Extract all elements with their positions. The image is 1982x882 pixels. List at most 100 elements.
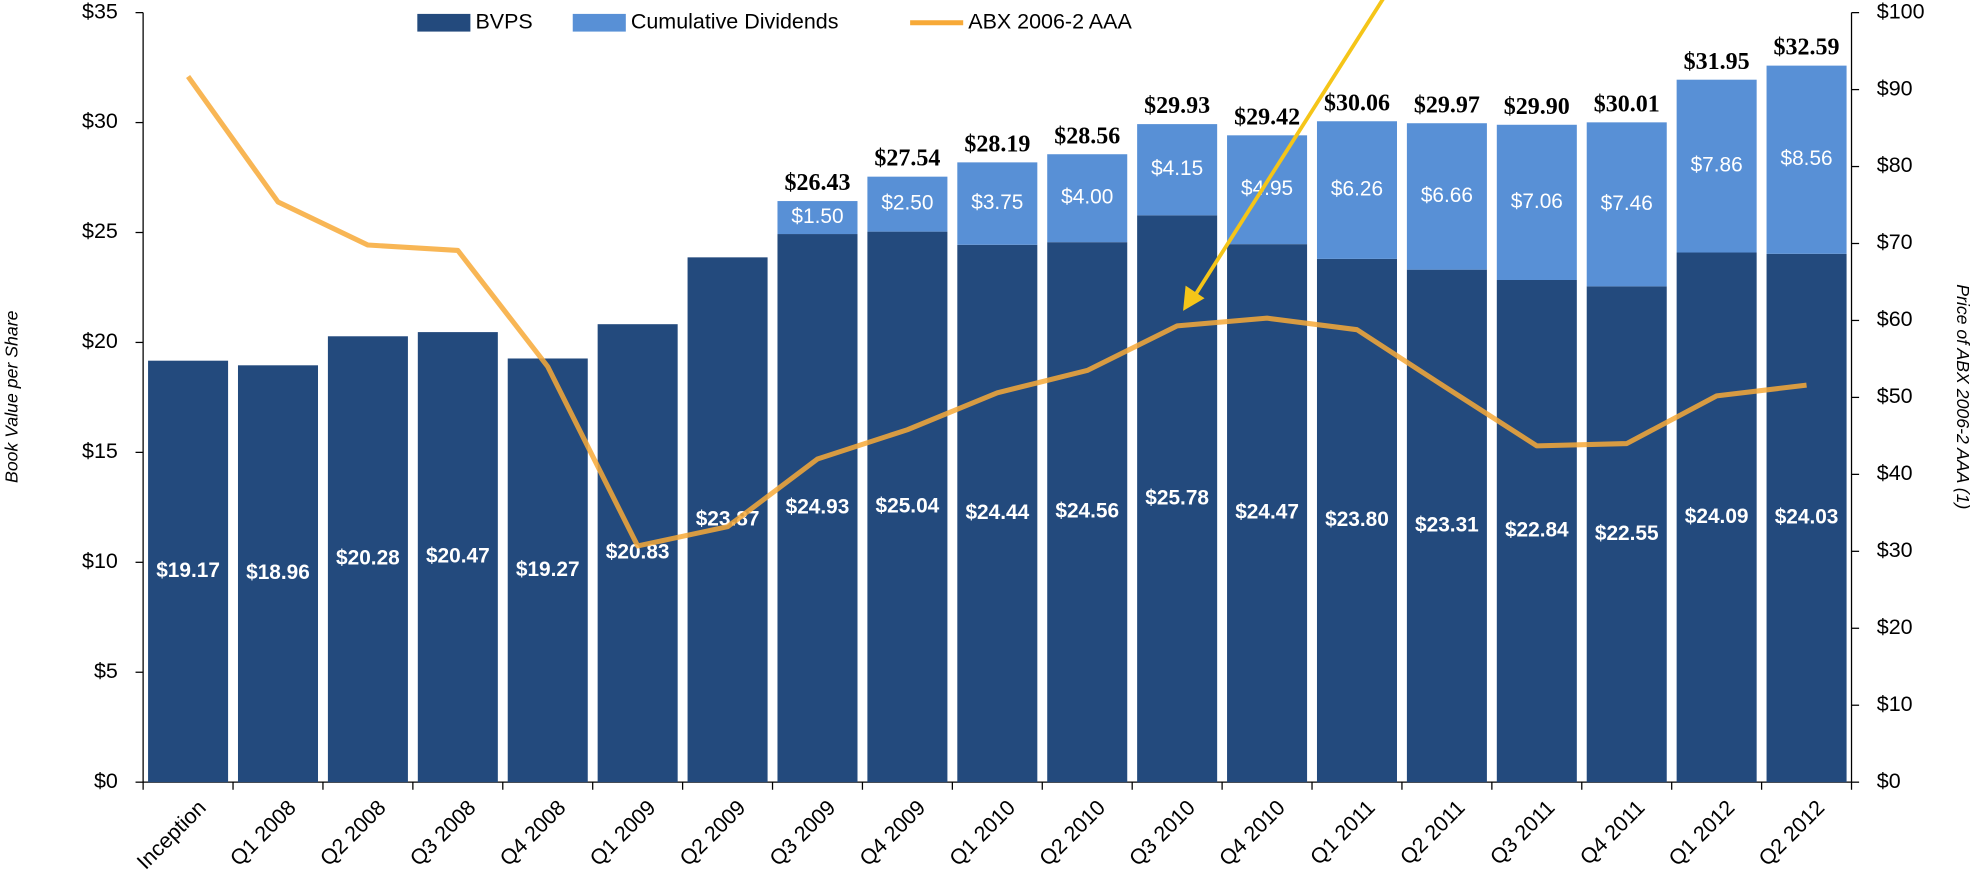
segment-label: $2.50 xyxy=(881,192,933,215)
segment-label: $24.09 xyxy=(1685,505,1749,528)
total-label: $28.56 xyxy=(1054,123,1120,149)
segment-label: $7.06 xyxy=(1511,190,1563,213)
y2-tick-label: $0 xyxy=(1877,769,1901,793)
bar-segment xyxy=(1766,65,1847,254)
bar-segment xyxy=(1047,154,1128,243)
total-label: $29.93 xyxy=(1144,93,1210,119)
annotation-arrowhead xyxy=(1183,285,1205,311)
segment-label: $20.47 xyxy=(426,545,490,568)
y-tick-label: $20 xyxy=(82,329,118,353)
segment-label: $23.31 xyxy=(1415,513,1479,536)
segment-label: $4.95 xyxy=(1241,177,1293,200)
segment-label: $22.55 xyxy=(1595,522,1659,545)
bar-segment xyxy=(1316,121,1397,259)
bar-segment xyxy=(597,324,678,783)
segment-label: $25.04 xyxy=(876,494,940,517)
segment-label: $20.28 xyxy=(336,547,400,570)
y-axis-title: Book Value per Share xyxy=(2,310,22,483)
x-tick-label: Q3 2010 xyxy=(1125,795,1200,870)
segment-label: $24.47 xyxy=(1235,501,1299,524)
segment-label: $6.66 xyxy=(1421,184,1473,207)
segment-label: $18.96 xyxy=(246,561,310,584)
segment-label: $24.44 xyxy=(965,501,1029,524)
bar-segment xyxy=(1047,242,1128,783)
total-label: $29.90 xyxy=(1504,94,1570,120)
total-label: $30.01 xyxy=(1594,91,1660,117)
y-tick-label: $0 xyxy=(94,769,118,793)
bar-segment xyxy=(1227,244,1308,783)
x-tick-label: Q4 2008 xyxy=(495,795,570,870)
total-label: $29.97 xyxy=(1414,92,1480,118)
segment-label: $22.84 xyxy=(1505,519,1569,542)
segment-label: $4.15 xyxy=(1151,157,1203,180)
bar-segment xyxy=(327,336,408,783)
y2-tick-label: $50 xyxy=(1877,384,1913,408)
annotation-arrow xyxy=(1191,0,1385,300)
y-tick-label: $10 xyxy=(82,549,118,573)
x-tick-label: Q2 2012 xyxy=(1754,795,1829,870)
y2-tick-label: $60 xyxy=(1877,307,1913,331)
x-tick-label: Q1 2012 xyxy=(1664,795,1739,870)
x-tick-label: Q3 2009 xyxy=(765,795,840,870)
segment-label: $8.56 xyxy=(1780,147,1832,170)
x-tick-label: Q3 2011 xyxy=(1485,795,1559,869)
bar-segment xyxy=(777,234,858,783)
y2-tick-label: $10 xyxy=(1877,692,1913,716)
x-tick-label: Q4 2011 xyxy=(1575,795,1649,869)
segment-label: $7.46 xyxy=(1601,192,1653,215)
x-tick-label: Q2 2008 xyxy=(315,795,390,870)
x-tick-label: Q4 2010 xyxy=(1215,795,1290,870)
x-tick-label: Q4 2009 xyxy=(855,795,930,870)
legend-swatch xyxy=(572,13,626,32)
total-label: $30.06 xyxy=(1324,90,1390,116)
bar-segment xyxy=(867,231,948,783)
bar-segment xyxy=(1137,215,1218,783)
bar-segment xyxy=(1406,269,1487,783)
total-label: $31.95 xyxy=(1684,49,1750,75)
bar-segment xyxy=(1496,279,1577,783)
bar-segment xyxy=(957,244,1038,783)
segment-label: $24.56 xyxy=(1055,500,1119,523)
x-tick-label: Q1 2009 xyxy=(585,795,660,870)
segment-label: $3.75 xyxy=(971,191,1023,214)
bar-segment xyxy=(867,176,948,232)
bar-segment xyxy=(1766,253,1847,783)
bar-segment xyxy=(957,162,1038,245)
segment-label: $23.80 xyxy=(1325,508,1389,531)
bar-segment xyxy=(507,358,588,783)
segment-label: $25.78 xyxy=(1145,486,1209,509)
segment-label: $24.93 xyxy=(786,496,850,519)
bar-segment xyxy=(237,365,319,783)
segment-label: $20.83 xyxy=(606,541,670,564)
x-tick-label: Q2 2011 xyxy=(1396,795,1470,869)
legend-label: Cumulative Dividends xyxy=(631,9,839,33)
x-tick-label: Q3 2008 xyxy=(405,795,480,870)
y-tick-label: $35 xyxy=(82,0,118,23)
bar-segment xyxy=(1586,286,1667,783)
bar-segment xyxy=(1137,124,1218,216)
x-tick-label: Q2 2010 xyxy=(1035,795,1110,870)
total-label: $29.42 xyxy=(1234,104,1300,130)
y2-tick-label: $100 xyxy=(1877,0,1925,23)
bar-segment xyxy=(148,360,229,783)
segment-label: $6.26 xyxy=(1331,178,1383,201)
segment-label: $4.00 xyxy=(1061,186,1113,209)
y2-tick-label: $70 xyxy=(1877,230,1913,254)
bar-segment xyxy=(417,332,498,783)
bar-segment xyxy=(1496,124,1577,280)
bar-segment xyxy=(777,201,858,235)
x-tick-label: Inception xyxy=(132,795,211,874)
total-label: $27.54 xyxy=(874,146,940,172)
x-tick-label: Q1 2008 xyxy=(225,795,300,870)
bar-segment xyxy=(1676,252,1757,783)
legend-label: ABX 2006-2 AAA xyxy=(968,9,1132,33)
total-label: $32.59 xyxy=(1774,35,1840,61)
legend-swatch xyxy=(417,13,471,32)
x-tick-label: Q1 2011 xyxy=(1306,795,1380,869)
legend-label: BVPS xyxy=(475,9,532,33)
plot: $0 $5 $10 $15 $20 $25 $30 $35 $0 $10 $20 $30 $40 $50 $… xyxy=(82,0,1925,874)
segment-label: $24.03 xyxy=(1775,506,1839,529)
bar-segment xyxy=(1586,122,1667,287)
total-label: $28.19 xyxy=(964,131,1030,157)
